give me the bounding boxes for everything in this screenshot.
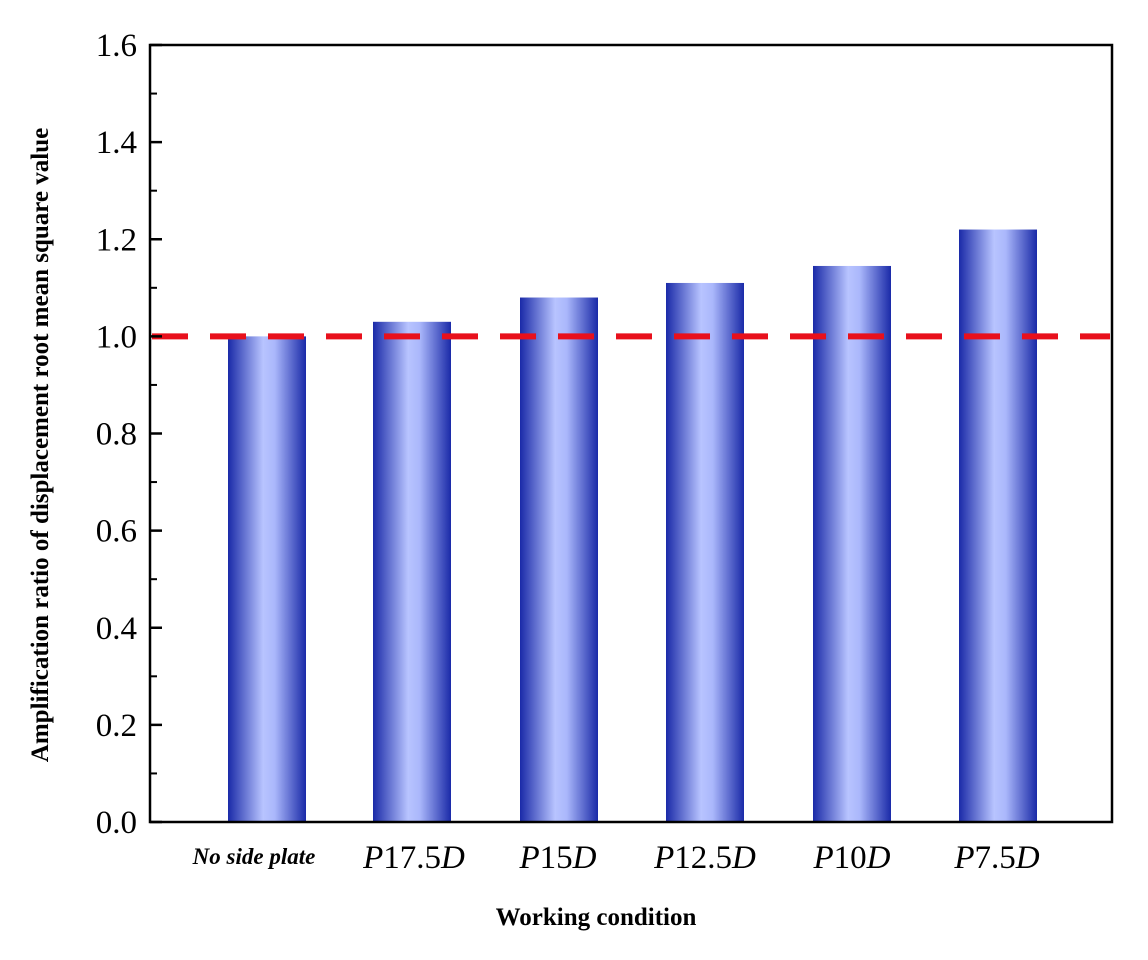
y-tick-label: 1.6 [96, 28, 137, 64]
y-tick-label: 1.4 [96, 125, 137, 161]
y-tick-label: 1.0 [96, 319, 137, 355]
y-tick-label: 0.2 [96, 708, 137, 744]
y-tick-label: 0.6 [96, 514, 137, 550]
bar [813, 265, 891, 823]
bar [228, 336, 306, 822]
bars-group [228, 229, 1037, 823]
x-tick-label: P17.5D [362, 840, 465, 876]
bar [520, 297, 598, 822]
y-tick-label: 0.4 [96, 611, 137, 647]
y-ticks-group: 0.0 0.2 0.4 0.6 0.8 1.0 1.2 1.4 1.6 [96, 28, 162, 841]
x-axis-title: Working condition [496, 904, 697, 931]
y-tick-label: 0.0 [96, 805, 137, 841]
x-tick-label: P7.5D [953, 840, 1039, 876]
bar [959, 229, 1037, 823]
x-tick-label: P15D [518, 840, 596, 876]
x-labels-group: No side plate P17.5D P15D P12.5D P10D P7.5D [192, 840, 1040, 876]
x-tick-label: P12.5D [653, 840, 756, 876]
bar [373, 321, 451, 822]
y-tick-label: 1.2 [96, 222, 137, 258]
y-tick-label: 0.8 [96, 417, 137, 453]
x-tick-label: No side plate [192, 844, 316, 869]
bar [666, 282, 744, 822]
y-axis-title: Amplification ratio of displacement root… [27, 128, 54, 762]
x-tick-label: P10D [812, 840, 890, 876]
